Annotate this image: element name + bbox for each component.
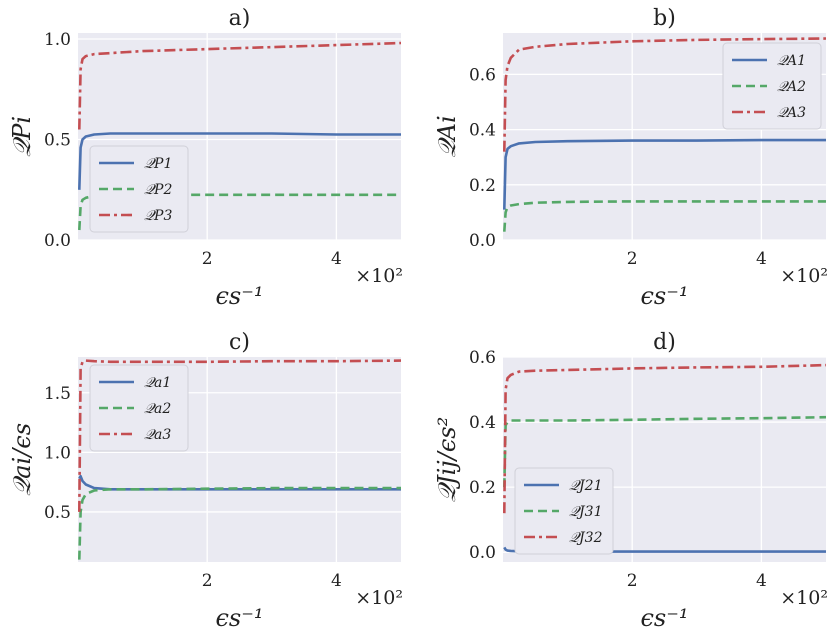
x-tick-label: 4	[756, 571, 767, 591]
legend-label: 𝒬a3	[144, 427, 171, 443]
x-axis-label: ϵs⁻¹	[215, 282, 263, 310]
subplot-1: 2 4 0.0 0.5 1.0 ×10² a) ϵs⁻¹ 𝒬Pi 𝒬P1 𝒬P2 𝒬P3	[8, 6, 403, 310]
legend-box	[722, 42, 822, 130]
x-tick-label: 4	[331, 571, 342, 591]
y-tick-label: 1.5	[44, 384, 71, 404]
legend: 𝒬J21 𝒬J31 𝒬J32	[514, 467, 614, 555]
legend-label: 𝒬a1	[144, 375, 171, 391]
legend-label: 𝒬J21	[569, 478, 602, 494]
y-tick-label: 0.6	[469, 65, 496, 85]
legend-label: 𝒬A1	[777, 53, 806, 69]
y-axis-label: 𝒬ai/ϵs	[8, 423, 36, 496]
y-tick-label: 0.5	[44, 131, 71, 151]
subplot-2: 2 4 0.0 0.2 0.4 0.6 ×10² b) ϵs⁻¹ 𝒬Ai 𝒬A1 𝒬A2 𝒬A3	[433, 6, 828, 310]
legend: 𝒬P1 𝒬P2 𝒬P3	[89, 145, 189, 233]
series-line-2	[503, 415, 826, 488]
legend-label: 𝒬P1	[144, 156, 172, 172]
series-line-1	[78, 132, 401, 190]
y-tick-label: 1.0	[44, 443, 71, 463]
subplot-title: c)	[229, 330, 250, 355]
y-tick-label: 0.5	[44, 503, 71, 523]
x-tick-label: 4	[756, 249, 767, 269]
series-line-1	[503, 138, 826, 210]
legend-label: 𝒬a2	[144, 401, 171, 417]
y-axis-label: 𝒬Ai	[433, 115, 461, 157]
subplot-3: 2 4 0.5 1.0 1.5 ×10² c) ϵs⁻¹ 𝒬ai/ϵs 𝒬a1 𝒬a2 𝒬a3	[8, 330, 403, 632]
y-tick-label: 0.0	[469, 231, 496, 251]
y-tick-label: 0.0	[469, 543, 496, 563]
legend: 𝒬a1 𝒬a2 𝒬a3	[89, 364, 189, 452]
subplot-title: d)	[653, 330, 676, 355]
subplot-4: 2 4 0.0 0.2 0.4 0.6 ×10² d) ϵs⁻¹ 𝒬Jij/ϵs² 𝒬J21 𝒬J31…	[433, 330, 828, 632]
y-tick-label: 0.2	[469, 176, 496, 196]
subplot-title: b)	[653, 6, 676, 31]
x-multiplier: ×10²	[780, 265, 828, 287]
legend-box	[514, 467, 614, 555]
y-axis-label: 𝒬Pi	[8, 116, 36, 157]
y-tick-label: 0.0	[44, 231, 71, 251]
legend: 𝒬A1 𝒬A2 𝒬A3	[722, 42, 822, 130]
x-tick-label: 2	[627, 571, 638, 591]
series-line-3	[78, 41, 401, 130]
x-axis-label: ϵs⁻¹	[640, 282, 688, 310]
series-line-3	[503, 37, 826, 152]
series-line-3	[78, 359, 401, 512]
y-tick-label: 0.6	[469, 348, 496, 368]
x-tick-label: 4	[331, 249, 342, 269]
legend-label: 𝒬A2	[777, 79, 806, 95]
legend-label: 𝒬J32	[569, 530, 603, 546]
legend-label: 𝒬P2	[144, 182, 172, 198]
legend-label: 𝒬P3	[144, 208, 172, 224]
y-tick-label: 1.0	[44, 30, 71, 50]
y-tick-label: 0.4	[469, 121, 496, 141]
legend-box	[89, 364, 189, 452]
x-tick-label: 2	[202, 571, 213, 591]
subplot-title: a)	[229, 6, 251, 31]
legend-label: 𝒬A3	[777, 105, 806, 121]
series-line-3	[503, 363, 826, 514]
x-multiplier: ×10²	[355, 265, 403, 287]
x-tick-label: 2	[202, 249, 213, 269]
x-axis-label: ϵs⁻¹	[640, 604, 688, 632]
x-tick-label: 2	[627, 249, 638, 269]
x-axis-label: ϵs⁻¹	[215, 604, 263, 632]
legend-box	[89, 145, 189, 233]
y-tick-label: 0.4	[469, 413, 496, 433]
legend-label: 𝒬J31	[569, 504, 602, 520]
series-line-2	[78, 486, 401, 560]
y-axis-label: 𝒬Jij/ϵs²	[433, 417, 461, 502]
y-tick-label: 0.2	[469, 478, 496, 498]
x-multiplier: ×10²	[355, 587, 403, 609]
x-multiplier: ×10²	[780, 587, 828, 609]
